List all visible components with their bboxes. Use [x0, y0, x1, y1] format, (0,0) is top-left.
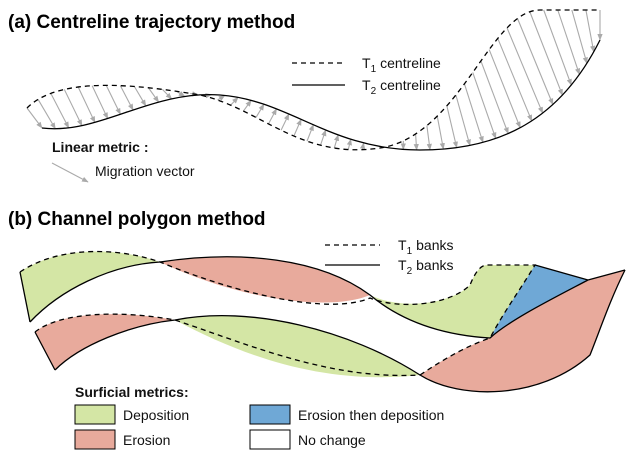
migration-vector [333, 134, 340, 149]
migration-vector [426, 125, 432, 151]
erosion-area [160, 256, 370, 303]
deposition-area [20, 251, 160, 322]
migration-vector [306, 124, 314, 142]
migration-vector [472, 72, 497, 140]
migration-vector [217, 94, 226, 101]
migration-vector [517, 18, 554, 106]
migration-vector [436, 115, 445, 150]
t1-bank [19, 250, 537, 339]
migration-vector [147, 87, 160, 103]
metric-label: No change [298, 432, 366, 448]
subscript: 1 [407, 246, 413, 257]
migration-vector [506, 27, 544, 114]
metric-label: Erosion [123, 432, 170, 448]
migration-vector [497, 38, 533, 122]
migration-vector [280, 113, 290, 131]
migration-vector [133, 86, 147, 107]
t2-bank [29, 256, 589, 339]
t1-centreline [26, 9, 600, 151]
erosion-area [420, 270, 625, 392]
migration-vector [255, 103, 265, 118]
legend-label: T1 banks [398, 237, 453, 257]
t2-centreline [41, 39, 601, 151]
legend-arrow [51, 162, 89, 183]
metric-title: Surficial metrics: [75, 384, 189, 400]
migration-vector [242, 99, 252, 112]
migration-vector [455, 94, 471, 147]
migration-vector [37, 99, 56, 130]
migration-vector [91, 85, 109, 120]
legend-label: T1 centreline [362, 55, 441, 75]
symbol: T [398, 257, 407, 273]
metric-label: Erosion then deposition [298, 407, 444, 423]
migration-vector [50, 93, 70, 129]
polygons [20, 251, 625, 392]
symbol: T [362, 55, 371, 71]
metric-title: Linear metric : [52, 139, 148, 155]
migration-vector [77, 86, 96, 124]
migration-vector [230, 96, 239, 106]
migration-vector [413, 133, 419, 151]
migration-vector [446, 105, 458, 149]
label: banks [416, 237, 453, 253]
migration-vector [293, 118, 302, 137]
symbol: T [398, 237, 407, 253]
t2-bank [54, 269, 626, 393]
migration-vector [161, 88, 173, 100]
migration-vector [346, 138, 352, 150]
subscript: 2 [371, 86, 377, 97]
migration-vector [571, 9, 588, 64]
subscript: 2 [407, 266, 413, 277]
migration-vector [543, 9, 572, 86]
swatch [249, 404, 291, 425]
migration-vector [319, 129, 327, 146]
migration-vector [480, 60, 509, 135]
erosion-area [35, 314, 175, 370]
migration-vector [63, 89, 83, 127]
legend-label: T2 banks [398, 257, 453, 277]
symbol: T [362, 77, 371, 93]
metric-label: Deposition [123, 407, 189, 423]
migration-vector [268, 108, 277, 125]
panel-title: (a) Centreline trajectory method [8, 12, 295, 33]
label: centreline [380, 55, 441, 71]
migration-vector [26, 107, 43, 129]
swatch [74, 429, 116, 450]
legend-label: T2 centreline [362, 77, 441, 97]
panel-title: (b) Channel polygon method [8, 209, 266, 230]
migration-vector [105, 85, 121, 115]
swatch [74, 404, 116, 425]
migration-vector [529, 11, 563, 96]
migration-vector [557, 9, 581, 76]
migration-vector [119, 85, 134, 111]
migration-vector [463, 83, 484, 144]
migration-vector [359, 142, 366, 150]
label: centreline [380, 77, 441, 93]
swatch [249, 429, 291, 450]
label: banks [416, 257, 453, 273]
bank-edge [19, 264, 626, 371]
banks [19, 250, 626, 393]
t1-bank [419, 337, 491, 376]
migration-vector [488, 49, 521, 129]
deposition-area [175, 315, 420, 378]
migration-vector [585, 9, 596, 53]
metric-label: Migration vector [95, 163, 195, 179]
t1-bank [34, 313, 421, 377]
subscript: 1 [371, 64, 377, 75]
